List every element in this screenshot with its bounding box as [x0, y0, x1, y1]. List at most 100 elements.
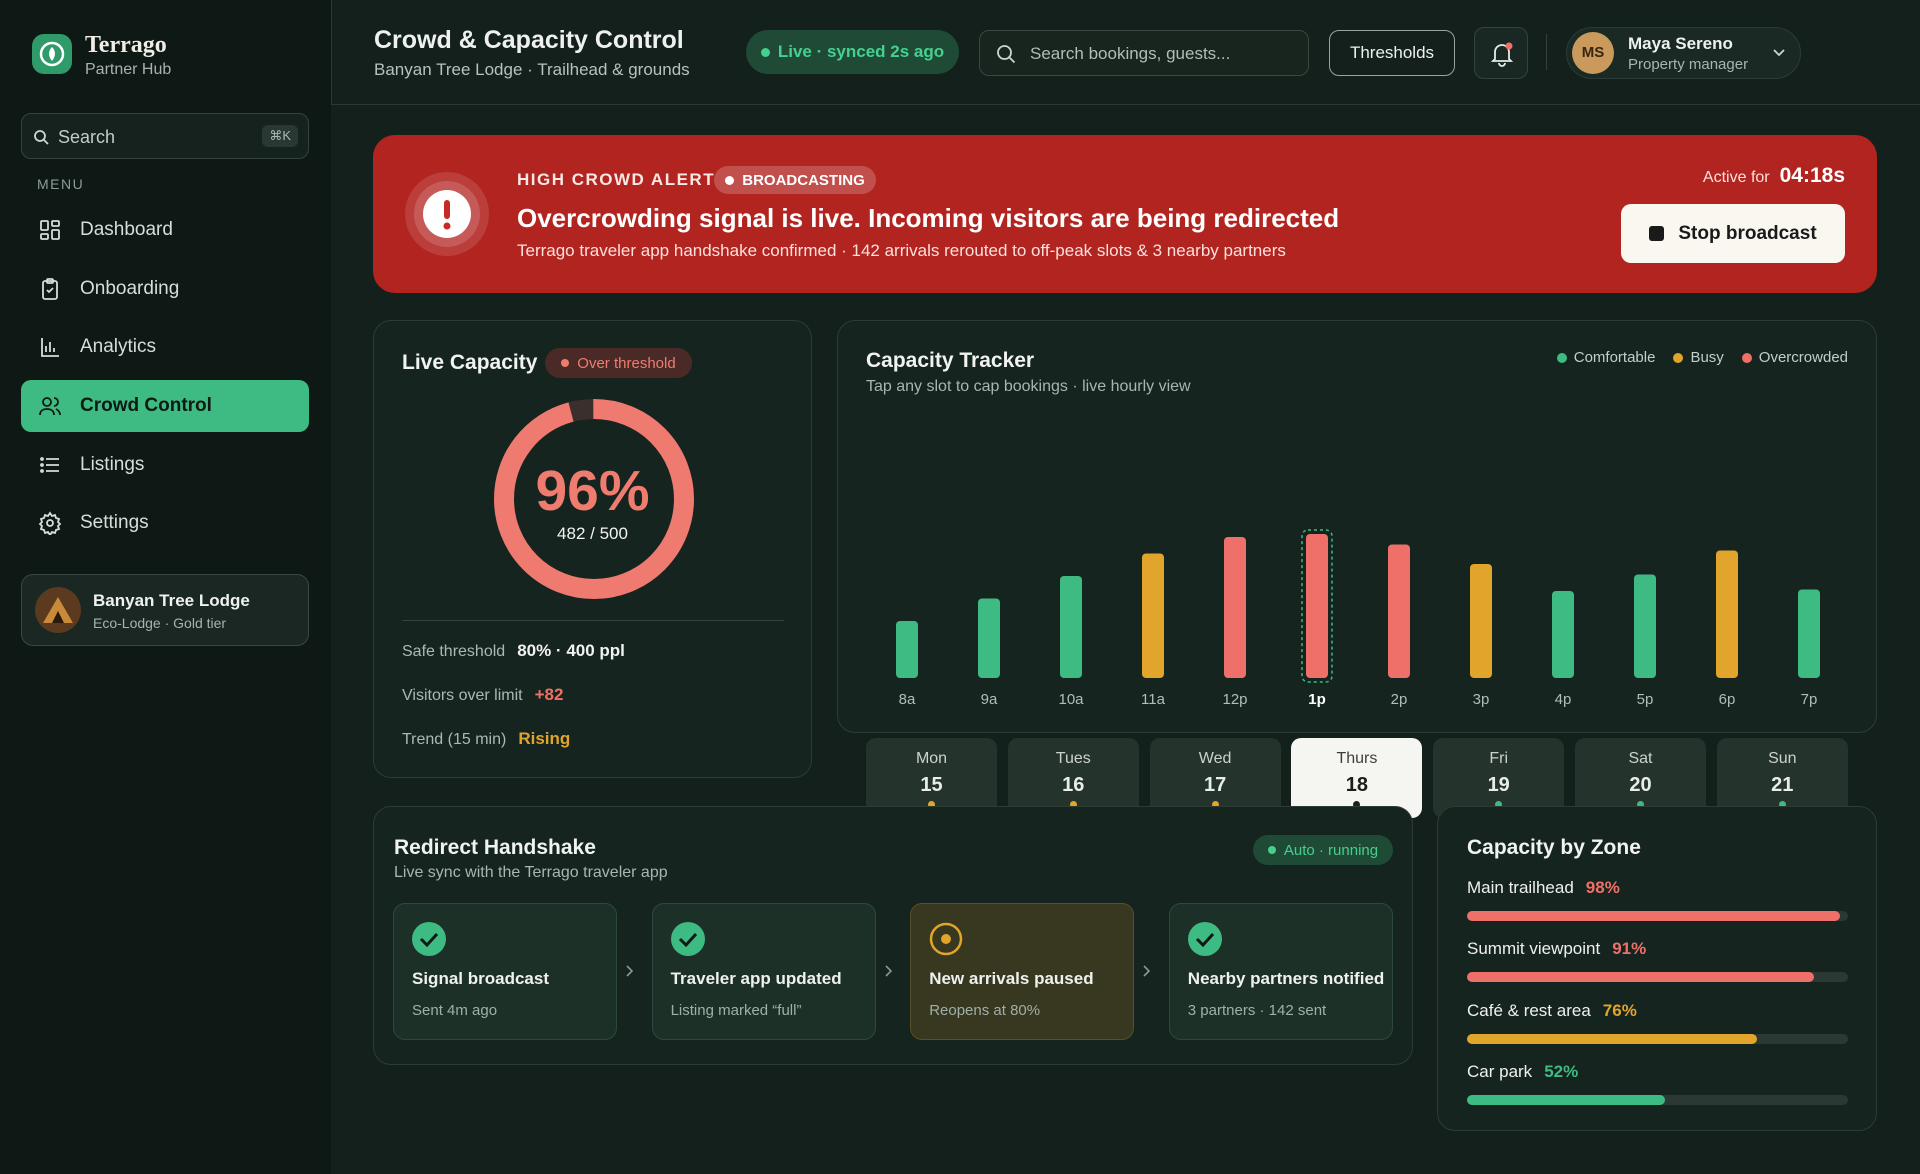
nav-icon: [40, 219, 60, 240]
day-tab[interactable]: Mon 15: [866, 738, 997, 818]
capacity-tracker-card: 8a 9a 10a 11a 12p 1p 2p 3p 4p 5p 6p 7p Capacity Tra…: [837, 320, 1877, 818]
brand-sub: Partner Hub: [85, 61, 172, 78]
stat-value: +82: [534, 685, 564, 704]
over-badge: Over threshold: [545, 348, 692, 378]
day-dot: [928, 801, 935, 808]
day-dot: [1778, 801, 1786, 808]
zone-row: Café & rest area 76%: [1467, 1001, 1637, 1021]
hour-bar[interactable]: [1798, 589, 1820, 679]
hour-bar[interactable]: [1142, 553, 1164, 679]
stop-broadcast-button[interactable]: Stop broadcast: [1621, 204, 1845, 263]
zones-card: Capacity by Zone Main trailhead 98% Summit…: [1437, 806, 1877, 1131]
hour-label: 8a: [899, 691, 916, 708]
active-label: Active for: [1702, 169, 1770, 186]
sidebar-search[interactable]: Search ⌘K: [21, 113, 309, 159]
stat-row: Safe threshold 80% · 400 ppl: [402, 641, 625, 661]
hour-label: 12p: [1222, 691, 1247, 708]
card-subtitle: Live sync with the Terrago traveler app: [394, 864, 668, 881]
day-dot: [1495, 801, 1503, 808]
nav-item[interactable]: Dashboard: [21, 204, 309, 256]
shortcut: ⌘K: [262, 125, 298, 147]
page-subtitle: Banyan Tree Lodge · Trailhead & grounds: [374, 60, 690, 79]
day-dot: [1637, 801, 1644, 808]
legend-label: Comfortable: [1573, 349, 1656, 366]
legend-dot: [1673, 352, 1684, 363]
percent-label: 96%: [535, 459, 650, 523]
day-tab[interactable]: Sat 20: [1575, 738, 1706, 818]
card-title: Capacity Tracker: [866, 349, 1035, 372]
day-tab[interactable]: Fri 19: [1433, 738, 1565, 818]
button-text: Stop broadcast: [1678, 222, 1817, 244]
step-title: Nearby partners notified: [1187, 969, 1385, 988]
zone-name: Car park: [1467, 1061, 1533, 1081]
alert-label: HIGH CROWD ALERT: [517, 170, 716, 189]
status-text: Live · synced 2s ago: [777, 42, 945, 61]
property-card[interactable]: Banyan Tree Lodge Eco-Lodge · Gold tier: [21, 574, 309, 646]
property-name: Banyan Tree Lodge: [93, 591, 250, 610]
hour-bar[interactable]: [1388, 544, 1410, 679]
badge-dot: [561, 359, 570, 367]
card-subtitle: Tap any slot to cap bookings · live hour…: [866, 378, 1191, 395]
handshake-step: Traveler app updated Listing marked “full…: [651, 903, 876, 1040]
nav-item[interactable]: Onboarding: [21, 263, 309, 315]
page-title: Crowd & Capacity Control: [374, 26, 684, 54]
notifications[interactable]: [1474, 27, 1528, 79]
logo: [32, 34, 72, 74]
divider: [402, 620, 784, 621]
step-note: Reopens at 80%: [929, 1002, 1041, 1019]
zone-row: Main trailhead 98%: [1467, 878, 1620, 898]
nav-item[interactable]: Settings: [21, 497, 309, 549]
day-date: 16: [1062, 774, 1085, 796]
bell-icon: [1490, 42, 1514, 67]
thresholds-button[interactable]: Thresholds: [1329, 30, 1455, 76]
card-title: Capacity by Zone: [1467, 836, 1641, 859]
stat-label: Trend (15 min): [402, 731, 507, 748]
hour-bar[interactable]: [1224, 537, 1246, 678]
nav-icon: [38, 511, 62, 536]
step-icon: [929, 922, 963, 956]
hour-bar[interactable]: [978, 598, 1000, 679]
search-icon: [34, 130, 49, 145]
hour-label: 5p: [1637, 691, 1654, 708]
zone-label: 91%: [1612, 939, 1647, 959]
alert-banner: HIGH CROWD ALERT BROADCASTING Overcrowdi…: [373, 135, 1877, 293]
hour-bar[interactable]: [1306, 534, 1328, 678]
day-tab[interactable]: Sun 21: [1716, 738, 1848, 818]
day-tab[interactable]: Wed 17: [1149, 738, 1281, 818]
legend-dot: [1741, 352, 1752, 363]
day-dot: [1069, 801, 1077, 808]
nav-label: Onboarding: [80, 277, 180, 299]
day-date: 15: [920, 774, 943, 796]
hour-bar[interactable]: [1552, 591, 1574, 678]
user-menu[interactable]: MS Maya Sereno Property manager: [1566, 27, 1801, 79]
header-search[interactable]: Search bookings, guests...: [979, 30, 1309, 76]
nav-label: Settings: [80, 512, 149, 534]
auto-badge: Auto · running: [1253, 835, 1393, 865]
day-date: 17: [1203, 774, 1227, 796]
hour-bar[interactable]: [1716, 550, 1738, 679]
day-tab[interactable]: Thurs 18: [1291, 738, 1423, 818]
zone-bar: [1467, 1094, 1666, 1105]
user-name: Maya Sereno: [1628, 34, 1733, 53]
step-chevron: [626, 965, 634, 977]
day-name: Thurs: [1336, 750, 1378, 767]
hour-bar[interactable]: [896, 621, 918, 678]
step-chevron: [1143, 965, 1151, 977]
nav-item[interactable]: Analytics: [21, 321, 309, 373]
hour-label: 9a: [981, 691, 998, 708]
hour-label: 10a: [1058, 691, 1084, 708]
hour-bar[interactable]: [1470, 564, 1492, 678]
nav-icon: [42, 277, 58, 300]
hour-bar[interactable]: [1634, 574, 1656, 679]
day-tab[interactable]: Tues 16: [1007, 738, 1139, 818]
hour-bar[interactable]: [1060, 576, 1082, 678]
nav-item[interactable]: Listings: [21, 439, 309, 491]
nav-item[interactable]: Crowd Control: [21, 380, 309, 432]
zone-label: 76%: [1602, 1000, 1637, 1020]
day-dot: [1353, 801, 1361, 808]
stat-label: Safe threshold: [402, 643, 506, 660]
day-name: Tues: [1055, 750, 1091, 767]
property-avatar: [35, 587, 81, 633]
zone-bar: [1467, 911, 1841, 921]
